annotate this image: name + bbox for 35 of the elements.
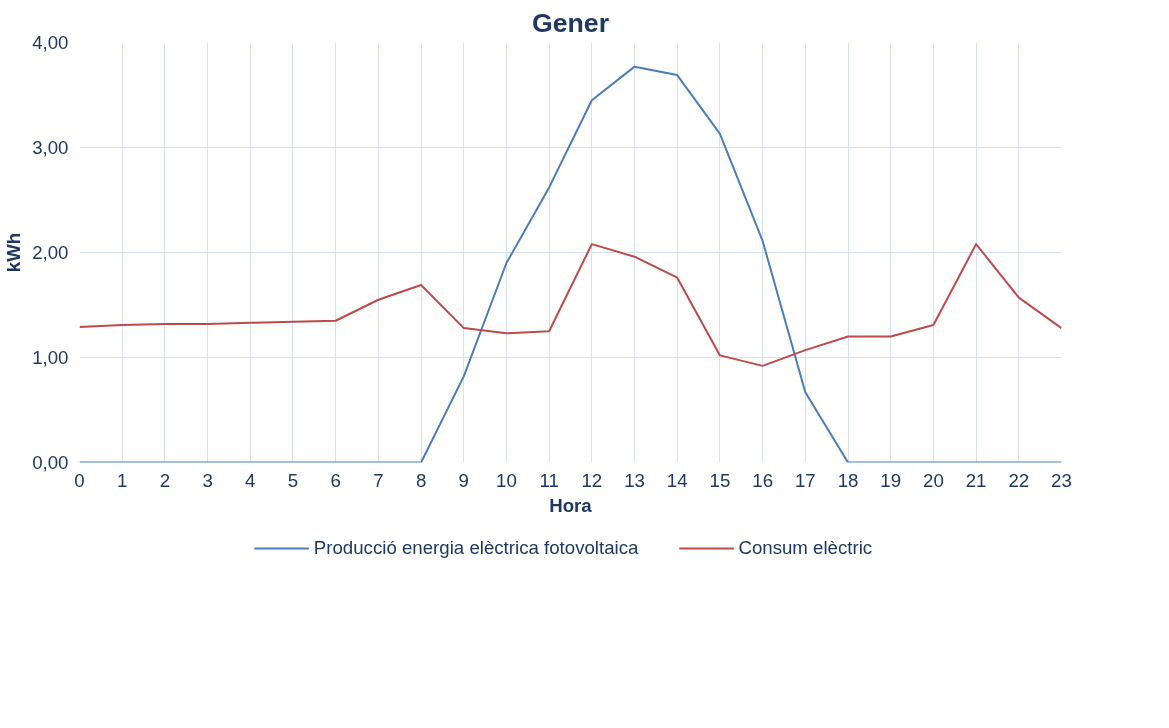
y-tick-label: 2,00	[32, 242, 69, 263]
x-tick-label: 9	[458, 469, 469, 491]
x-tick-label: 11	[539, 469, 559, 491]
x-tick-label: 19	[880, 469, 902, 491]
x-tick-label: 13	[624, 469, 645, 491]
x-tick-label: 4	[245, 469, 256, 491]
chart-title: Gener	[531, 7, 610, 38]
x-tick-label: 2	[159, 469, 171, 491]
x-tick-label: 10	[496, 469, 517, 491]
x-tick-label: 22	[1008, 469, 1030, 491]
y-tick-label: 0,00	[32, 452, 69, 473]
x-axis-title: Hora	[549, 494, 593, 516]
x-tick-label: 18	[837, 469, 859, 491]
x-tick-label: 20	[923, 469, 944, 491]
x-tick-label: 12	[581, 469, 603, 491]
x-tick-label: 21	[965, 469, 987, 491]
legend-label: Consum elèctric	[738, 537, 873, 559]
x-tick-label: 5	[287, 469, 299, 491]
x-tick-label: 6	[330, 469, 341, 491]
y-tick-label: 3,00	[32, 137, 69, 158]
x-tick-label: 3	[202, 469, 213, 491]
x-tick-label: 8	[415, 469, 427, 491]
x-tick-label: 7	[373, 469, 384, 491]
x-tick-label: 14	[666, 469, 688, 491]
x-tick-label: 16	[752, 469, 774, 491]
y-tick-label: 1,00	[32, 347, 69, 368]
x-tick-label: 15	[709, 469, 731, 491]
x-tick-label: 1	[117, 469, 128, 491]
x-tick-label: 0	[74, 469, 85, 491]
y-tick-label: 4,00	[32, 32, 69, 53]
line-series	[79, 243, 1062, 367]
y-axis-title: kWh	[3, 232, 25, 273]
x-tick-label: 23	[1051, 469, 1072, 491]
x-tick-label: 17	[794, 469, 816, 491]
legend-label: Producció energia elèctrica fotovoltaica	[313, 537, 639, 559]
